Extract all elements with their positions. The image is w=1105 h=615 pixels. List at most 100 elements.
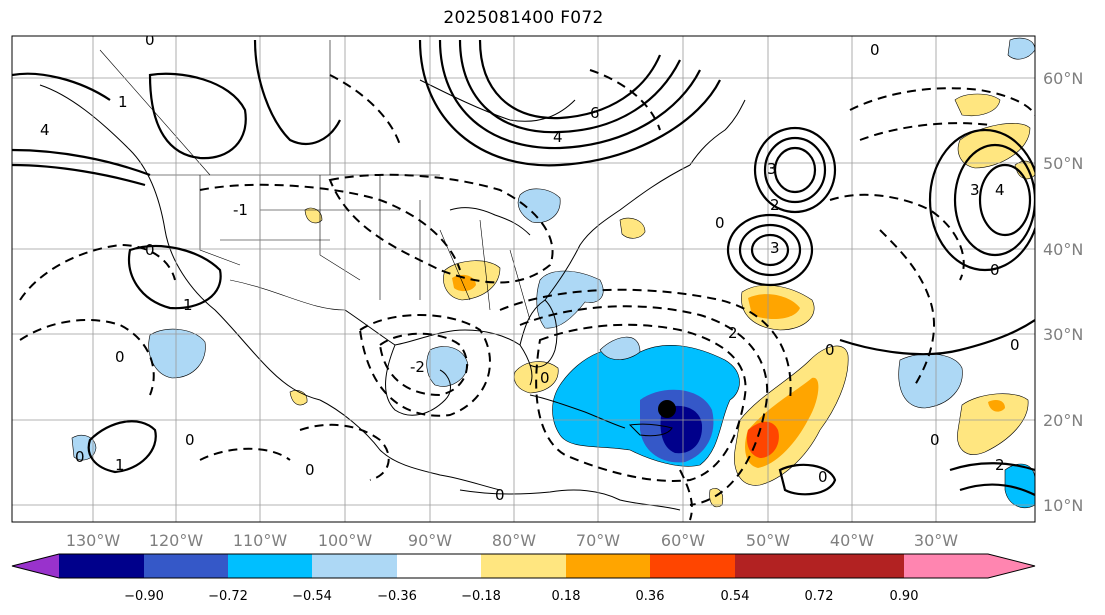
- contour-line: [849, 87, 1035, 116]
- lon-label: 130°W: [66, 531, 121, 550]
- contour-label: 6: [590, 104, 600, 122]
- solid-contours: [12, 39, 1035, 496]
- contour-line: [299, 423, 390, 481]
- coastlines: [39, 79, 746, 511]
- lon-label: 120°W: [149, 531, 204, 550]
- colorbar-segment: [481, 554, 566, 578]
- contour-label: 4: [553, 128, 563, 146]
- positive-core-red: [746, 421, 779, 458]
- orange-patch-1: [452, 274, 476, 292]
- colorbar-tick-label: 0.54: [721, 589, 750, 604]
- contour-line: [679, 469, 693, 521]
- contour-line: [438, 39, 701, 150]
- contour-label: 0: [495, 486, 505, 504]
- yucatan: [385, 344, 451, 416]
- contour-line: [499, 288, 792, 401]
- contour-line: [127, 244, 222, 310]
- contour-ring: [763, 136, 827, 204]
- contour-line: [12, 163, 146, 187]
- contour-ring: [978, 163, 1032, 237]
- lat-label: 40°N: [1043, 240, 1083, 259]
- contour-label: 1: [115, 456, 125, 474]
- colorbar-segment: [59, 554, 144, 578]
- yellow-patch-3: [957, 393, 1029, 455]
- contour-line: [199, 447, 291, 461]
- colorbar-tick-label: −0.36: [377, 589, 417, 604]
- contour-line: [19, 243, 176, 301]
- contour-label: 2: [728, 324, 738, 342]
- lon-label: 70°W: [576, 531, 620, 550]
- contour-label: 0: [825, 341, 835, 359]
- contour-label: 0: [145, 31, 155, 49]
- colorbar-segment: [144, 554, 228, 578]
- contour-label: 3: [770, 239, 780, 257]
- light-blue-patch-6: [1004, 463, 1035, 509]
- colorbar-segment: [735, 554, 819, 578]
- florida: [519, 299, 558, 368]
- great-lakes: [449, 207, 531, 236]
- contour-line: [458, 39, 681, 134]
- colorbar-segment: [650, 554, 735, 578]
- lat-label: 10°N: [1043, 496, 1083, 515]
- colorbar-tick-label: −0.72: [208, 589, 248, 604]
- contour-line: [12, 72, 111, 101]
- colorbar-tick-label: −0.18: [461, 589, 501, 604]
- contour-label: 1: [118, 93, 128, 111]
- lat-label: 20°N: [1043, 411, 1083, 430]
- east-coast: [544, 164, 691, 301]
- contour-line: [253, 39, 341, 145]
- hispaniola: [628, 423, 673, 437]
- contour-line: [358, 314, 491, 417]
- contour-line: [478, 39, 662, 120]
- gulf-coast: [344, 309, 533, 386]
- contour-label: 4: [40, 121, 50, 139]
- contour-label: -1: [233, 201, 248, 219]
- lon-label: 90°W: [408, 531, 452, 550]
- colorbar-outline: [11, 553, 1036, 579]
- light-blue-patch-4: [517, 188, 561, 223]
- light-blue-patch-2: [426, 346, 469, 387]
- contour-label: 0: [930, 431, 940, 449]
- colorbar-segment: [12, 554, 59, 578]
- yellow-patch-10: [709, 488, 723, 508]
- contour-label: 2: [995, 456, 1005, 474]
- lon-label: 40°W: [830, 531, 874, 550]
- colorbar-segment: [312, 554, 397, 578]
- lon-label: 60°W: [661, 531, 705, 550]
- contour-label: 0: [818, 468, 828, 486]
- contour-label: 0: [145, 241, 155, 259]
- lat-label: 60°N: [1043, 69, 1083, 88]
- contour-line: [329, 74, 401, 146]
- contour-labels: 1 4 6 4 3 3 4 3 2 -2 0 0 0 0 0 2 0 -1 1 …: [40, 31, 1020, 504]
- contour-label: 0: [115, 348, 125, 366]
- contour-label: 0: [305, 461, 315, 479]
- contour-line: [519, 305, 769, 506]
- contour-line: [949, 462, 1035, 472]
- contour-label: 3: [970, 181, 980, 199]
- contour-label: 0: [715, 214, 725, 232]
- contour-line: [148, 72, 247, 160]
- map-title: 2025081400 F072: [443, 8, 604, 28]
- contour-line: [328, 173, 554, 284]
- yellow-patch-7: [619, 217, 646, 239]
- contour-label: 1: [183, 296, 193, 314]
- cuba: [529, 394, 626, 429]
- contour-ring: [750, 233, 790, 267]
- colorbar-segment: [566, 554, 650, 578]
- lon-label: 30°W: [914, 531, 958, 550]
- orange-patch-2: [748, 294, 800, 320]
- latitude-labels: 60°N 50°N 40°N 30°N 20°N 10°N: [1043, 69, 1083, 515]
- contour-label: 4: [995, 181, 1005, 199]
- colorbar-tick-label: 0.18: [552, 589, 581, 604]
- contour-line: [199, 183, 461, 271]
- contour-line: [418, 39, 721, 167]
- colorbar-segment: [819, 554, 904, 578]
- contour-line: [859, 122, 991, 141]
- contour-label: -2: [410, 358, 425, 376]
- lon-label: 110°W: [233, 531, 288, 550]
- contour-label: 0: [540, 369, 550, 387]
- light-blue-halo: [599, 336, 641, 360]
- contour-ring: [773, 146, 817, 194]
- contour-line: [12, 148, 151, 177]
